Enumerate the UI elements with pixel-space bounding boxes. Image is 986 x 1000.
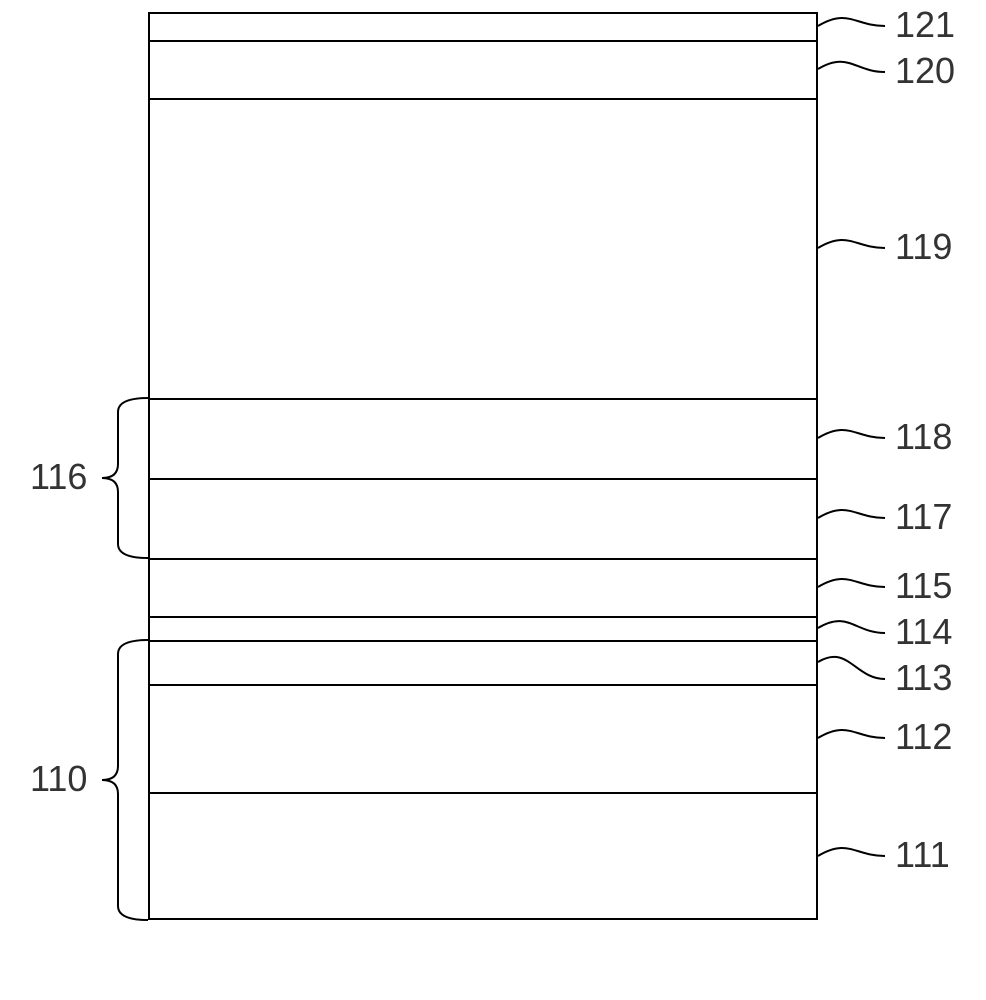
diagram-container: 121120 119 118 117 115114113 112 111 116 110 bbox=[0, 0, 986, 1000]
label-114: 114 bbox=[895, 611, 952, 653]
label-113: 113 bbox=[895, 657, 952, 699]
label-121: 121 bbox=[895, 4, 955, 46]
label-118: 118 bbox=[895, 416, 952, 458]
brace-label-110: 110 bbox=[30, 758, 87, 800]
left-braces bbox=[0, 0, 986, 1000]
label-115: 115 bbox=[895, 565, 952, 607]
label-119: 119 bbox=[895, 226, 952, 268]
label-120: 120 bbox=[895, 50, 955, 92]
label-112: 112 bbox=[895, 716, 952, 758]
label-111: 111 bbox=[895, 834, 950, 876]
label-117: 117 bbox=[895, 496, 952, 538]
brace-110 bbox=[102, 640, 148, 920]
brace-116 bbox=[102, 398, 148, 558]
brace-label-116: 116 bbox=[30, 456, 87, 498]
